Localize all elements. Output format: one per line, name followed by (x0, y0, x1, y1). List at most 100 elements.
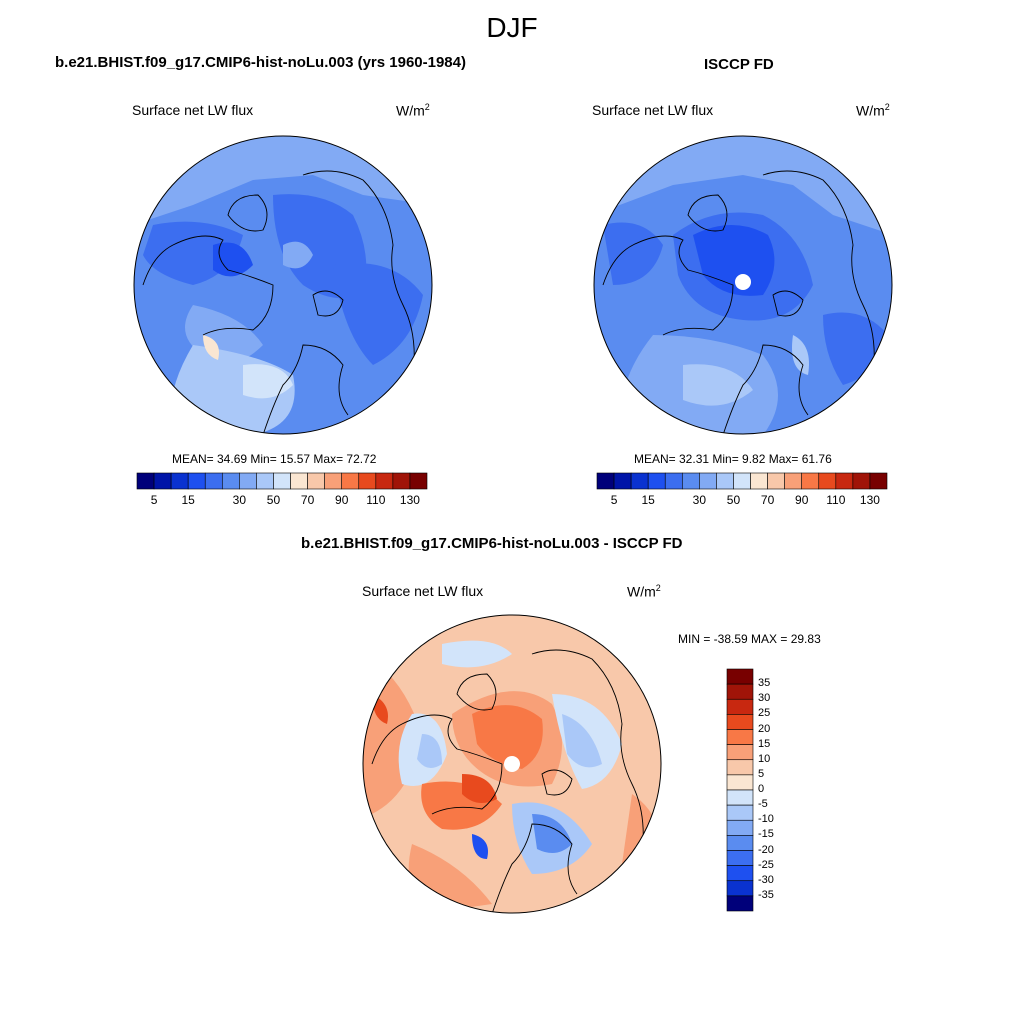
colorbar-swatch (221, 472, 240, 490)
colorbar-tick-label: 5 (610, 493, 618, 507)
colorbar-tick-label: 90 (795, 493, 809, 507)
colorbar-swatch (869, 472, 888, 490)
colorbar-swatch (726, 729, 754, 745)
colorbar-tick-label: -10 (758, 813, 774, 826)
colorbar-swatch (784, 472, 803, 490)
panel3-colorbar-ticks: 35 30 25 20 15 10 5 0 -5 -10 -15 -20 -25 -30 -35 (758, 669, 798, 911)
panel1-variable: Surface net LW flux (132, 102, 254, 118)
colorbar-swatch (409, 472, 428, 490)
colorbar-swatch (170, 472, 189, 490)
colorbar-swatch (187, 472, 206, 490)
colorbar-swatch (324, 472, 343, 490)
colorbar-swatch (726, 744, 754, 761)
colorbar-swatch (136, 472, 155, 490)
colorbar-tick-label: -30 (758, 873, 774, 886)
colorbar-swatch (358, 472, 377, 490)
colorbar-swatch (726, 774, 754, 791)
colorbar-swatch (726, 804, 754, 821)
panel2-colorbar-ticks: 5 15 30 50 70 90 110 130 (597, 493, 887, 509)
colorbar-swatch (341, 472, 360, 490)
colorbar-swatch (596, 472, 615, 490)
colorbar-swatch (726, 895, 754, 912)
colorbar-swatch (726, 835, 754, 851)
colorbar-tick-label: 5 (758, 767, 765, 780)
panel3-units: W/m2 (627, 583, 661, 600)
colorbar-swatch (273, 472, 291, 490)
colorbar-tick-label: -5 (758, 798, 768, 811)
colorbar-swatch (726, 850, 754, 866)
colorbar-swatch (290, 472, 308, 490)
colorbar-swatch (801, 472, 820, 490)
colorbar-swatch (818, 472, 837, 490)
colorbar-tick-label: 110 (366, 493, 386, 507)
colorbar-tick-label: 15 (758, 737, 771, 750)
colorbar-swatch (664, 472, 683, 490)
colorbar-tick-label: 130 (859, 493, 880, 507)
colorbar-tick-label: -20 (758, 843, 774, 856)
panel2-colorbar (596, 472, 888, 490)
colorbar-swatch (726, 714, 754, 730)
panel1-polar-map (133, 135, 433, 435)
panel3-title: b.e21.BHIST.f09_g17.CMIP6-hist-noLu.003 … (301, 535, 683, 552)
colorbar-swatch (726, 819, 754, 836)
colorbar-swatch (256, 472, 274, 490)
colorbar-tick-label: 5 (150, 493, 158, 507)
colorbar-tick-label: 35 (758, 677, 771, 690)
colorbar-swatch (726, 789, 754, 806)
panel3-stats: MIN = -38.59 MAX = 29.83 (678, 632, 821, 646)
colorbar-tick-label: 50 (266, 493, 281, 507)
colorbar-tick-label: -35 (758, 888, 774, 901)
panel2-polar-map (593, 135, 893, 435)
colorbar-swatch (239, 472, 257, 490)
colorbar-swatch (647, 472, 666, 490)
panel1-colorbar (136, 472, 428, 490)
colorbar-tick-label: 30 (758, 692, 771, 705)
colorbar-swatch (750, 472, 768, 490)
colorbar-swatch (726, 668, 754, 685)
colorbar-tick-label: 15 (641, 493, 655, 507)
panel2-stats: MEAN= 32.31 Min= 9.82 Max= 61.76 (634, 452, 832, 466)
colorbar-swatch (307, 472, 325, 490)
colorbar-swatch (726, 880, 754, 897)
colorbar-tick-label: 20 (758, 722, 771, 735)
colorbar-tick-label: 90 (335, 493, 349, 507)
colorbar-swatch (835, 472, 854, 490)
colorbar-swatch (726, 865, 754, 882)
colorbar-tick-label: 50 (726, 493, 741, 507)
colorbar-tick-label: 110 (826, 493, 846, 507)
colorbar-swatch (613, 472, 632, 490)
colorbar-swatch (726, 683, 754, 700)
panel2-units: W/m2 (856, 102, 890, 119)
colorbar-swatch (733, 472, 751, 490)
panel1-colorbar-ticks: 5 15 30 50 70 90 110 130 (137, 493, 427, 509)
panel1-title: b.e21.BHIST.f09_g17.CMIP6-hist-noLu.003 … (55, 54, 466, 71)
colorbar-swatch (699, 472, 717, 490)
colorbar-swatch (153, 472, 172, 490)
panel2-variable: Surface net LW flux (592, 102, 714, 118)
colorbar-tick-label: -25 (758, 858, 774, 871)
colorbar-swatch (726, 759, 754, 776)
colorbar-tick-label: 15 (181, 493, 195, 507)
colorbar-swatch (630, 472, 649, 490)
colorbar-tick-label: 0 (758, 783, 765, 795)
colorbar-tick-label: 25 (758, 707, 771, 720)
colorbar-swatch (716, 472, 734, 490)
main-title: DJF (486, 12, 538, 43)
panel2-title: ISCCP FD (704, 56, 774, 73)
panel1-units: W/m2 (396, 102, 430, 119)
panel3-colorbar (726, 668, 754, 912)
colorbar-swatch (767, 472, 785, 490)
colorbar-tick-label: 10 (758, 752, 771, 765)
colorbar-swatch (726, 698, 754, 715)
colorbar-tick-label: 30 (232, 493, 247, 507)
colorbar-swatch (852, 472, 871, 490)
colorbar-tick-label: 130 (399, 493, 420, 507)
colorbar-swatch (375, 472, 394, 490)
colorbar-tick-label: 30 (692, 493, 707, 507)
colorbar-tick-label: 70 (300, 493, 315, 507)
colorbar-swatch (392, 472, 411, 490)
colorbar-swatch (681, 472, 700, 490)
colorbar-tick-label: 70 (760, 493, 775, 507)
panel3-variable: Surface net LW flux (362, 583, 484, 599)
colorbar-tick-label: -15 (758, 828, 774, 841)
